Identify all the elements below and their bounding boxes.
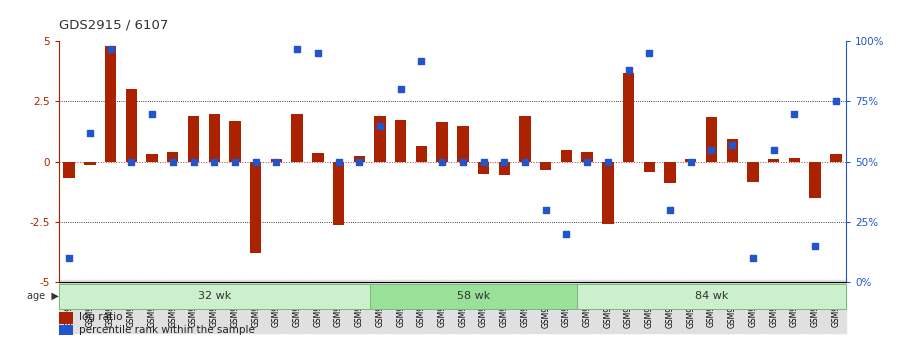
Point bbox=[559, 231, 574, 236]
Bar bbox=[167, 152, 178, 161]
Point bbox=[269, 159, 283, 164]
Bar bbox=[768, 159, 779, 161]
Point bbox=[518, 159, 532, 164]
Point bbox=[207, 159, 222, 164]
Bar bbox=[291, 114, 303, 161]
Bar bbox=[519, 116, 530, 161]
Bar bbox=[576, 284, 846, 309]
Point bbox=[601, 159, 615, 164]
Bar bbox=[415, 146, 427, 161]
Point bbox=[435, 159, 450, 164]
Bar bbox=[84, 161, 96, 165]
Bar bbox=[395, 119, 406, 161]
Bar bbox=[369, 284, 576, 309]
Point bbox=[248, 159, 263, 164]
Point bbox=[414, 58, 429, 63]
Point bbox=[622, 68, 636, 73]
Bar bbox=[664, 161, 676, 183]
Point bbox=[787, 111, 802, 116]
Bar bbox=[354, 156, 365, 161]
Bar bbox=[623, 73, 634, 161]
Bar bbox=[59, 312, 73, 324]
Text: log ratio: log ratio bbox=[79, 312, 122, 322]
Point bbox=[476, 159, 491, 164]
Point bbox=[352, 159, 367, 164]
Bar bbox=[271, 159, 282, 161]
Point bbox=[829, 99, 843, 104]
Text: 84 wk: 84 wk bbox=[695, 290, 729, 300]
Text: 32 wk: 32 wk bbox=[197, 290, 231, 300]
Bar bbox=[685, 159, 697, 161]
Text: 58 wk: 58 wk bbox=[457, 290, 490, 300]
Bar bbox=[229, 121, 241, 161]
Point bbox=[767, 147, 781, 152]
Point bbox=[82, 130, 97, 136]
Point bbox=[538, 207, 553, 213]
Bar bbox=[478, 161, 490, 174]
Point bbox=[124, 159, 138, 164]
Point bbox=[683, 159, 698, 164]
Bar bbox=[63, 161, 75, 178]
Bar bbox=[188, 116, 199, 161]
Point bbox=[808, 243, 823, 248]
Point bbox=[103, 46, 118, 51]
Point bbox=[497, 159, 511, 164]
Bar bbox=[602, 161, 614, 224]
Text: GDS2915 / 6107: GDS2915 / 6107 bbox=[59, 18, 168, 31]
Bar bbox=[333, 161, 344, 225]
Bar bbox=[788, 158, 800, 161]
Bar bbox=[312, 153, 323, 161]
Bar bbox=[706, 117, 717, 161]
Point bbox=[373, 123, 387, 128]
Point bbox=[62, 255, 76, 260]
Bar bbox=[643, 161, 655, 172]
Bar bbox=[830, 154, 842, 161]
Bar bbox=[208, 114, 220, 161]
Point bbox=[746, 255, 760, 260]
Bar bbox=[499, 161, 510, 175]
Point bbox=[228, 159, 243, 164]
Bar bbox=[582, 152, 593, 161]
Point bbox=[704, 147, 719, 152]
Point bbox=[331, 159, 346, 164]
Point bbox=[310, 51, 325, 56]
Bar bbox=[540, 161, 551, 170]
Point bbox=[290, 46, 304, 51]
Bar bbox=[147, 154, 157, 161]
Bar bbox=[59, 284, 369, 309]
Bar bbox=[59, 325, 73, 337]
Bar bbox=[457, 126, 469, 161]
Bar bbox=[809, 161, 821, 198]
Point bbox=[455, 159, 470, 164]
Point bbox=[394, 87, 408, 92]
Bar bbox=[105, 46, 117, 161]
Text: percentile rank within the sample: percentile rank within the sample bbox=[79, 325, 254, 335]
Bar bbox=[436, 122, 448, 161]
Point bbox=[580, 159, 595, 164]
Point bbox=[662, 207, 677, 213]
Bar bbox=[727, 139, 738, 161]
Point bbox=[186, 159, 201, 164]
Point bbox=[643, 51, 657, 56]
Point bbox=[725, 142, 739, 148]
Point bbox=[166, 159, 180, 164]
Bar bbox=[250, 161, 262, 253]
Bar bbox=[375, 116, 386, 161]
Bar bbox=[126, 89, 137, 161]
Bar bbox=[561, 150, 572, 161]
Text: age  ▶: age ▶ bbox=[27, 290, 59, 300]
Bar bbox=[748, 161, 758, 182]
Point bbox=[145, 111, 159, 116]
